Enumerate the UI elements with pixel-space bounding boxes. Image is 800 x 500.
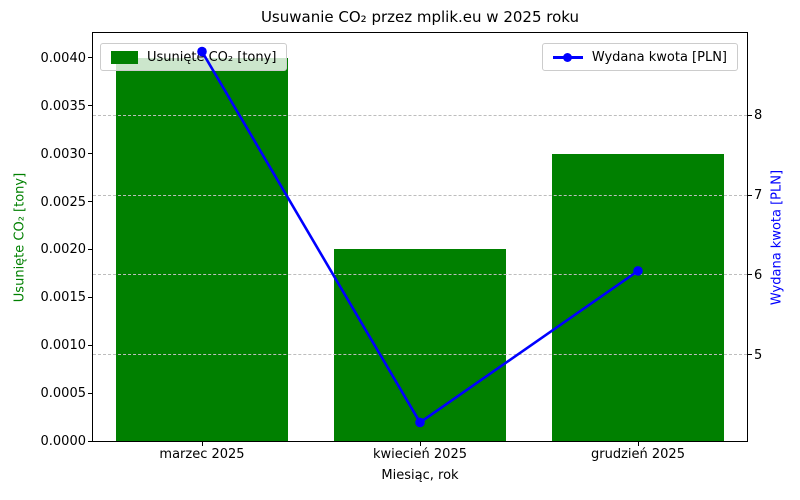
left-y-tickmark <box>88 296 92 298</box>
right-y-tickmark <box>748 274 752 276</box>
spending-point-marker <box>633 266 643 276</box>
co2-bar <box>115 57 289 441</box>
right-y-axis-label: Wydana kwota [PLN] <box>769 169 785 306</box>
left-y-tickmark <box>88 105 92 107</box>
spending-line-layer <box>197 46 643 428</box>
right-y-tick-label: 5 <box>754 347 763 363</box>
bar-series-swatch-icon <box>111 50 138 64</box>
plot-area: Usunięte CO₂ [tony] Wydana kwota [PLN] <box>92 32 748 442</box>
left-y-tickmark <box>88 392 92 394</box>
x-axis-label: Miesiąc, rok <box>381 468 459 483</box>
left-y-tickmark <box>88 201 92 203</box>
x-tickmark <box>419 442 421 446</box>
left-y-tickmark <box>88 57 92 59</box>
right-y-tick-label: 6 <box>754 267 763 283</box>
left-y-tickmark <box>88 440 92 442</box>
right-y-tickmark <box>748 354 752 356</box>
x-tick-label: grudzień 2025 <box>591 447 685 462</box>
spending-point-marker <box>415 417 425 428</box>
x-tickmark <box>201 442 203 446</box>
line-series-marker-icon <box>552 52 583 62</box>
left-y-tickmark <box>88 153 92 155</box>
left-y-tick-label: 0.0005 <box>40 386 87 402</box>
left-y-tickmark <box>88 344 92 346</box>
left-y-tickmark <box>88 248 92 250</box>
gridline <box>93 194 747 196</box>
left-y-tick-label: 0.0015 <box>40 290 87 306</box>
left-y-tick-label: 0.0000 <box>40 434 87 449</box>
gridline <box>93 274 747 276</box>
legend-line: Wydana kwota [PLN] <box>541 43 738 71</box>
left-y-tick-label: 0.0025 <box>40 194 87 210</box>
left-y-tick-label: 0.0020 <box>40 242 87 258</box>
spending-point-marker <box>197 46 207 57</box>
right-y-tick-label: 7 <box>754 188 763 204</box>
legend-bars: Usunięte CO₂ [tony] <box>100 43 288 71</box>
left-y-tick-label: 0.0035 <box>40 98 87 114</box>
left-y-tick-label: 0.0010 <box>40 338 87 354</box>
left-y-tick-label: 0.0040 <box>40 50 87 66</box>
legend-line-label: Wydana kwota [PLN] <box>591 49 727 65</box>
spending-line <box>200 50 639 425</box>
x-tickmark <box>637 442 639 446</box>
right-y-tick-label: 8 <box>754 108 763 124</box>
right-y-tickmark <box>748 194 752 196</box>
chart-title: Usuwanie CO₂ przez mplik.eu w 2025 roku <box>260 8 580 26</box>
gridline <box>93 354 747 356</box>
gridline <box>93 114 747 116</box>
x-tick-label: kwiecień 2025 <box>373 447 467 462</box>
legend-bars-label: Usunięte CO₂ [tony] <box>147 49 277 65</box>
right-y-tickmark <box>748 114 752 116</box>
co2-bar <box>333 249 507 441</box>
co2-bar <box>551 153 725 441</box>
x-tick-label: marzec 2025 <box>159 447 245 462</box>
left-y-tick-label: 0.0030 <box>40 146 87 162</box>
